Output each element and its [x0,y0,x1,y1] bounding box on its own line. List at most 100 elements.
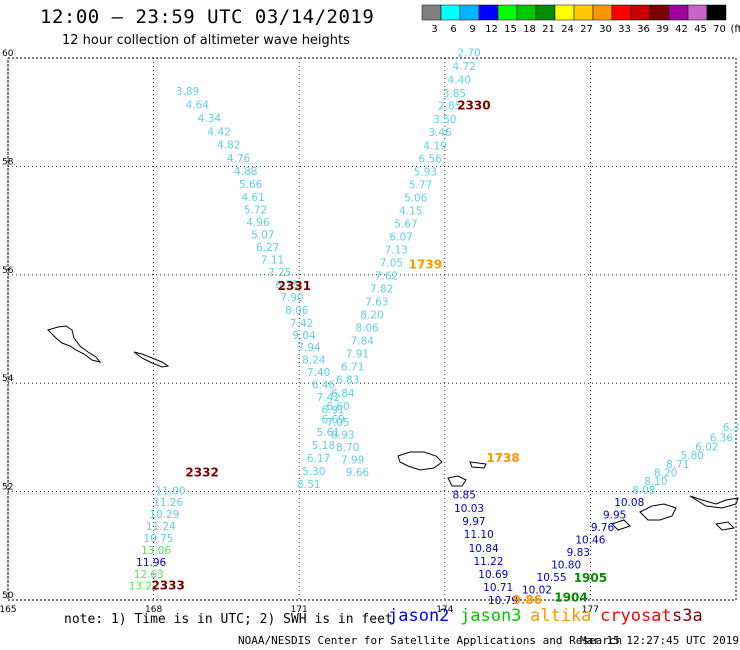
wave-height-value: 10.71 [483,582,513,594]
wave-height-value: 7.90 [280,292,303,304]
wave-height-value: 4.64 [186,99,210,111]
track-time-label: 9.86 [513,593,543,607]
wave-height-value: 5.93 [414,167,437,179]
legend-jason3: jason3 [460,606,522,626]
wave-height-value: 6.69 [321,414,344,426]
wave-height-value: 6.84 [331,388,355,400]
scale-swatch [611,4,632,21]
wave-height-value: 7.42 [317,392,340,404]
wave-height-value: 9.76 [591,522,615,534]
wave-height-value: 4.72 [453,61,476,73]
scale-label: 30 [599,24,612,35]
track-time-label: 1738 [486,451,519,465]
wave-height-value: 4.42 [207,127,230,139]
wave-height-value: 7.11 [261,254,284,266]
lon-tick-label: 171 [291,605,308,615]
scale-label: 9 [469,24,475,35]
scale-unit: (ft) [730,24,740,35]
scale-swatch [573,4,594,21]
wave-height-value: 13.27 [129,581,159,593]
wave-height-value: 10.08 [614,497,644,509]
island-5 [469,461,487,469]
wave-height-value: 10.75 [143,533,173,545]
wave-height-value: 11.26 [153,497,183,509]
page-title: 12:00 – 23:59 UTC 03/14/2019 [40,6,375,28]
wave-height-value: 6.36 [710,433,734,445]
scale-label: 27 [580,24,593,35]
wave-height-value: 3.50 [433,114,456,126]
track-time-label: 1739 [409,257,442,271]
wave-height-value: 7.84 [351,336,375,348]
track-time-label: 2330 [457,98,490,112]
lon-tick-label: 177 [582,605,599,615]
wave-height-value: 2.85 [438,100,461,112]
scale-swatch [516,4,537,21]
wave-height-value: 5.18 [312,440,335,452]
scale-swatch [649,4,670,21]
wave-height-value: 8.06 [355,323,379,335]
lat-tick-label: 50 [2,591,14,601]
wave-height-value: 7.94 [297,342,321,354]
lat-tick-label: 52 [2,483,13,493]
scale-swatch [706,4,727,21]
scale-label: 36 [637,24,650,35]
wave-height-value: 6.56 [419,154,443,166]
wave-height-value: 6.07 [389,232,412,244]
wave-height-value: 11.00 [156,485,186,497]
wave-height-value: 10.69 [478,569,508,581]
legend-jason2: jason2 [388,606,450,626]
track-time-label: 2331 [278,279,311,293]
wave-height-value: 10.46 [575,535,605,547]
wave-height-value: 4.82 [217,140,240,152]
scale-swatch [440,4,461,21]
lat-tick-label: 56 [2,266,14,276]
lon-tick-label: 165 [0,605,17,615]
lon-tick-label: 168 [145,605,162,615]
island-7 [689,495,739,509]
wave-height-value: 10.79 [488,595,518,607]
scale-swatch [592,4,613,21]
track-time-label: 1904 [554,591,587,605]
wave-height-value: 9.83 [567,547,590,559]
wave-height-value: 7.05 [380,258,403,270]
wave-height-value: 7.62 [375,271,398,283]
lat-tick-label: 54 [2,374,14,384]
track-time-label: 2332 [185,465,218,479]
wave-height-value: 10.29 [149,509,179,521]
scale-label: 45 [694,24,707,35]
island-8 [714,521,736,531]
wave-height-value: 7.63 [365,297,388,309]
wave-height-value: 7.05 [326,417,349,429]
scale-swatch [478,4,499,21]
wave-height-value: 4.40 [448,74,471,86]
wave-height-value: 9.97 [462,516,485,528]
wave-height-value: 10.55 [537,572,567,584]
scale-label: 18 [523,24,536,35]
wave-height-value: 5.61 [317,427,340,439]
scale-label: 42 [675,24,688,35]
scale-label: 15 [504,24,517,35]
wave-height-value: 7.99 [341,454,364,466]
wave-height-value: 8.51 [297,479,320,491]
lon-tick-label: 174 [436,605,453,615]
wave-height-value: 8.06 [285,305,309,317]
scale-swatch [687,4,708,21]
wave-height-value: 5.67 [394,219,417,231]
wave-height-value: 4.15 [399,206,422,218]
scale-swatch [668,4,689,21]
track-time-label: 2333 [151,579,184,593]
wave-height-value: 3.89 [176,86,199,98]
scale-swatch [630,4,651,21]
wave-height-value: 5.77 [409,180,432,192]
wave-height-value: 6.91 [321,405,344,417]
wave-height-value: 6.83 [336,375,359,387]
scale-label: 24 [561,24,574,35]
scale-swatch [459,4,480,21]
wave-height-value: 9.95 [603,510,626,522]
wave-height-value: 6.02 [695,441,718,453]
footer-credit: NOAA/NESDIS Center for Satellite Applica… [238,634,623,647]
legend-s3a: s3a [672,606,703,626]
wave-height-value: 4.34 [198,113,222,125]
wave-height-value: 5.72 [244,205,267,217]
